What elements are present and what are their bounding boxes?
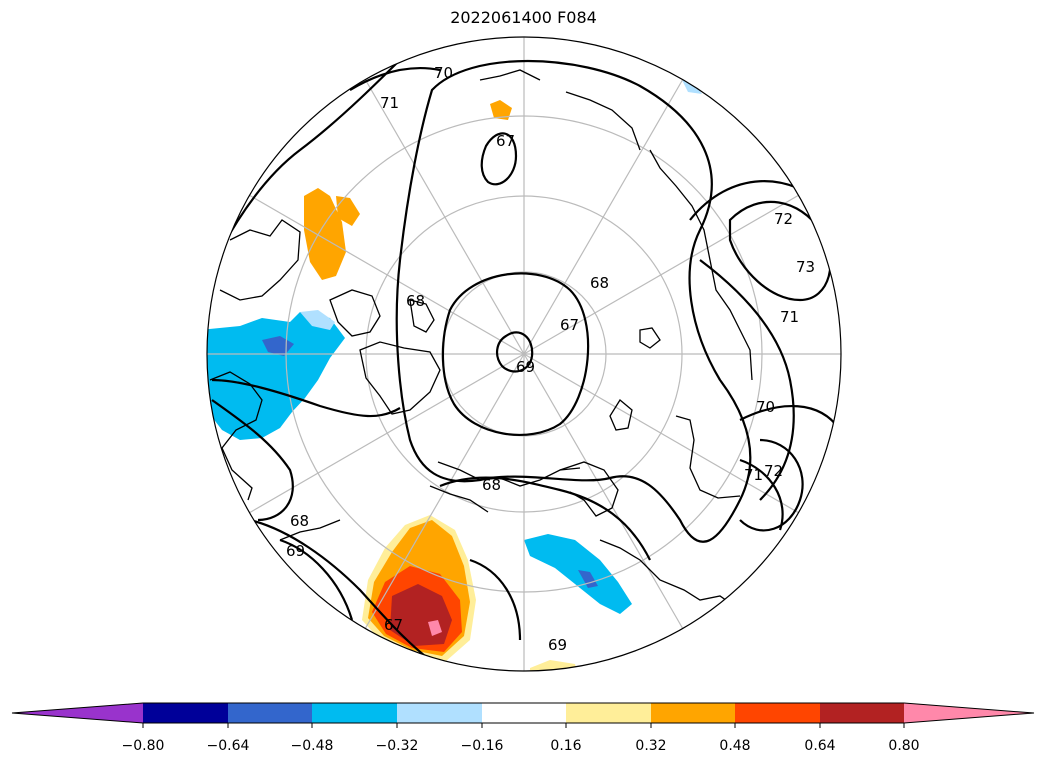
colorbar-segment <box>566 703 651 723</box>
contour-label: 69 <box>286 542 305 560</box>
anomaly-shading <box>207 76 702 671</box>
colorbar-segment <box>228 703 312 723</box>
contour-label: 68 <box>290 512 309 530</box>
contour-label: 70 <box>434 64 453 82</box>
colorbar-tick-label: −0.80 <box>122 738 165 754</box>
negative-anomaly-streak-core <box>578 570 598 588</box>
colorbar-tick-label: 0.16 <box>550 738 581 754</box>
colorbar-over-arrow <box>904 703 1034 723</box>
contour-label: 73 <box>796 258 815 276</box>
colorbar-ticks <box>142 723 905 728</box>
colorbar-segment <box>143 703 228 723</box>
contour-labels: 70 71 67 68 68 67 69 68 72 73 71 70 71 7… <box>286 64 815 654</box>
negative-anomaly-streak <box>524 534 632 614</box>
contour-label: 67 <box>560 316 579 334</box>
contour-label: 69 <box>548 636 567 654</box>
positive-anomaly-canada <box>304 188 346 280</box>
colorbar-tick-label: −0.48 <box>291 738 334 754</box>
graticule <box>207 37 841 671</box>
colorbar: −0.80 −0.64 −0.48 −0.32 −0.16 0.16 0.32 … <box>11 702 1035 754</box>
colorbar-segment <box>397 703 482 723</box>
colorbar-segment <box>651 703 735 723</box>
colorbar-segment <box>820 703 904 723</box>
positive-anomaly-peak <box>428 620 442 636</box>
contour-label: 68 <box>406 292 425 310</box>
colorbar-tick-label: 0.32 <box>635 738 666 754</box>
positive-anomaly-canada-2 <box>336 196 360 226</box>
contour-label: 68 <box>590 274 609 292</box>
colorbar-tick-label: 0.64 <box>804 738 835 754</box>
map-boundary <box>206 36 842 672</box>
colorbar-tick-label: −0.16 <box>461 738 504 754</box>
contour-label: 71 <box>780 308 799 326</box>
negative-anomaly-area <box>207 312 345 440</box>
colorbar-segment <box>482 703 566 723</box>
colorbar-tick-label: 0.80 <box>888 738 919 754</box>
colorbar-under-arrow <box>12 703 143 723</box>
colorbar-segment <box>735 703 820 723</box>
contour-label: 72 <box>774 210 793 228</box>
plot-title: 2022061400 F084 <box>450 8 597 27</box>
contour-label: 69 <box>516 358 535 376</box>
colorbar-tick-label: −0.32 <box>376 738 419 754</box>
map-disk: 70 71 67 68 68 67 69 68 72 73 71 70 71 7… <box>207 37 841 671</box>
colorbar-tick-label: 0.48 <box>719 738 750 754</box>
colorbar-tick-labels: −0.80 −0.64 −0.48 −0.32 −0.16 0.16 0.32 … <box>122 738 920 754</box>
contour-label: 71 <box>380 94 399 112</box>
contour-label: 72 <box>764 462 783 480</box>
height-contours <box>209 39 841 661</box>
contour-label: 67 <box>384 616 403 634</box>
colorbar-tick-label: −0.64 <box>207 738 250 754</box>
contour-label: 71 <box>744 466 763 484</box>
positive-anomaly-small <box>490 100 512 120</box>
contour-label: 68 <box>482 476 501 494</box>
colorbar-segment <box>312 703 397 723</box>
weak-negative-area <box>300 310 335 330</box>
contour-label: 70 <box>756 398 775 416</box>
contour-label: 67 <box>496 132 515 150</box>
coastlines <box>209 69 761 641</box>
